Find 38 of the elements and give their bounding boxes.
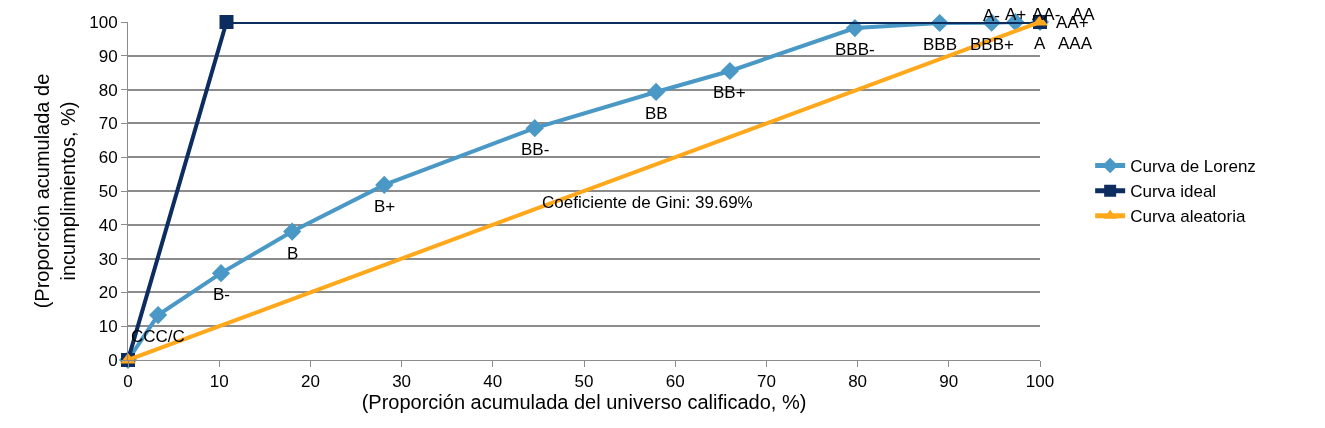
annotation: A <box>1034 34 1046 53</box>
legend-label: Curva de Lorenz <box>1130 157 1256 177</box>
y-tick-label: 70 <box>98 114 118 134</box>
x-tick-label: 60 <box>665 372 685 392</box>
annotation: B- <box>213 285 230 304</box>
annotation: BBB+ <box>970 35 1015 54</box>
annotation: B+ <box>374 197 396 216</box>
x-tick-label: 40 <box>483 372 503 392</box>
x-tick-label: 70 <box>756 372 776 392</box>
annotation: BBB <box>923 35 958 54</box>
x-tick-label: 20 <box>300 372 320 392</box>
y-tick-label: 0 <box>108 350 118 370</box>
x-tick-label: 90 <box>939 372 959 392</box>
y-tick-label: 30 <box>98 249 118 269</box>
y-tick-label: 100 <box>89 12 118 32</box>
legend-label: Curva aleatoria <box>1130 207 1246 227</box>
y-tick-label: 50 <box>98 181 118 201</box>
y-tick-label: 40 <box>98 215 118 235</box>
x-tick-label: 10 <box>209 372 229 392</box>
annotation: BB <box>645 104 668 123</box>
x-axis-title: (Proporción acumulada del universo calificado, %) <box>361 391 807 414</box>
x-tick-label: 30 <box>392 372 412 392</box>
annotation: AAA <box>1058 34 1093 53</box>
annotation: BB+ <box>713 83 746 102</box>
y-tick-label: 90 <box>98 46 118 66</box>
x-tick-label: 100 <box>1025 372 1055 392</box>
annotation: B <box>287 244 299 263</box>
y-tick-label: 60 <box>98 148 118 168</box>
y-axis-title: (Proporción acumulada de incumplimientos, %) <box>30 73 79 309</box>
annotation: BBB- <box>835 40 875 59</box>
x-tick-label: 0 <box>123 372 133 392</box>
x-tick-label: 80 <box>848 372 868 392</box>
legend-label: Curva ideal <box>1130 182 1217 202</box>
y-tick-label: 80 <box>98 80 118 100</box>
y-tick-label: 20 <box>98 283 118 303</box>
y-tick-label: 10 <box>98 317 118 337</box>
x-tick-label: 50 <box>574 372 594 392</box>
annotation: BB- <box>521 140 550 159</box>
